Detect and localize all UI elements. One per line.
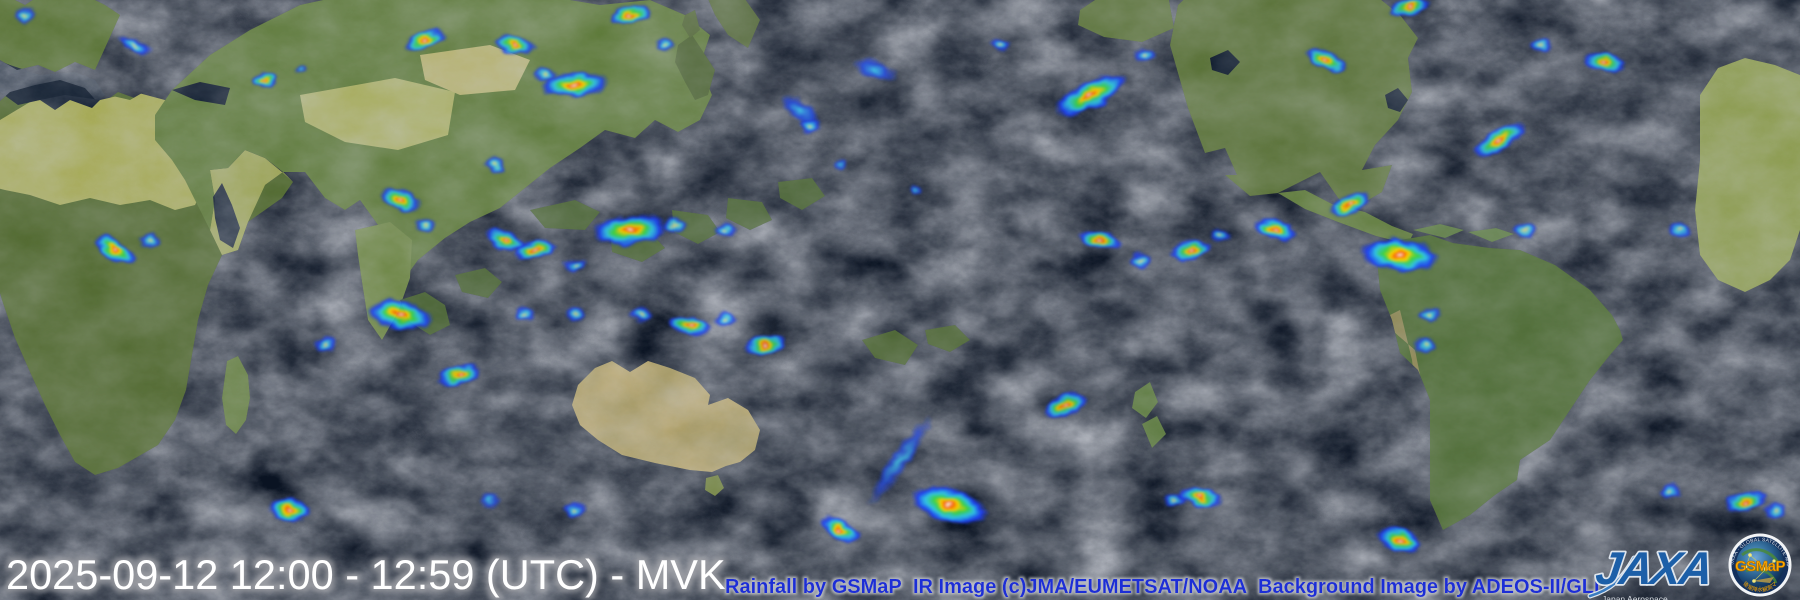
svg-text:2025-09-12 12:00 - 12:59 (UTC): 2025-09-12 12:00 - 12:59 (UTC) - MVK	[6, 551, 726, 598]
svg-text:JAXA: JAXA	[1593, 542, 1715, 594]
svg-text:Rainfall by GSMaP: Rainfall by GSMaP	[725, 576, 902, 598]
svg-text:GSMaP: GSMaP	[1735, 558, 1786, 575]
svg-text:Japan Aerospace: Japan Aerospace	[1602, 594, 1668, 600]
svg-text:Background Image by ADEOS-II/G: Background Image by ADEOS-II/GLI	[1258, 576, 1600, 598]
svg-text:IR Image (c)JMA/EUMETSAT/NOAA: IR Image (c)JMA/EUMETSAT/NOAA	[913, 576, 1247, 598]
